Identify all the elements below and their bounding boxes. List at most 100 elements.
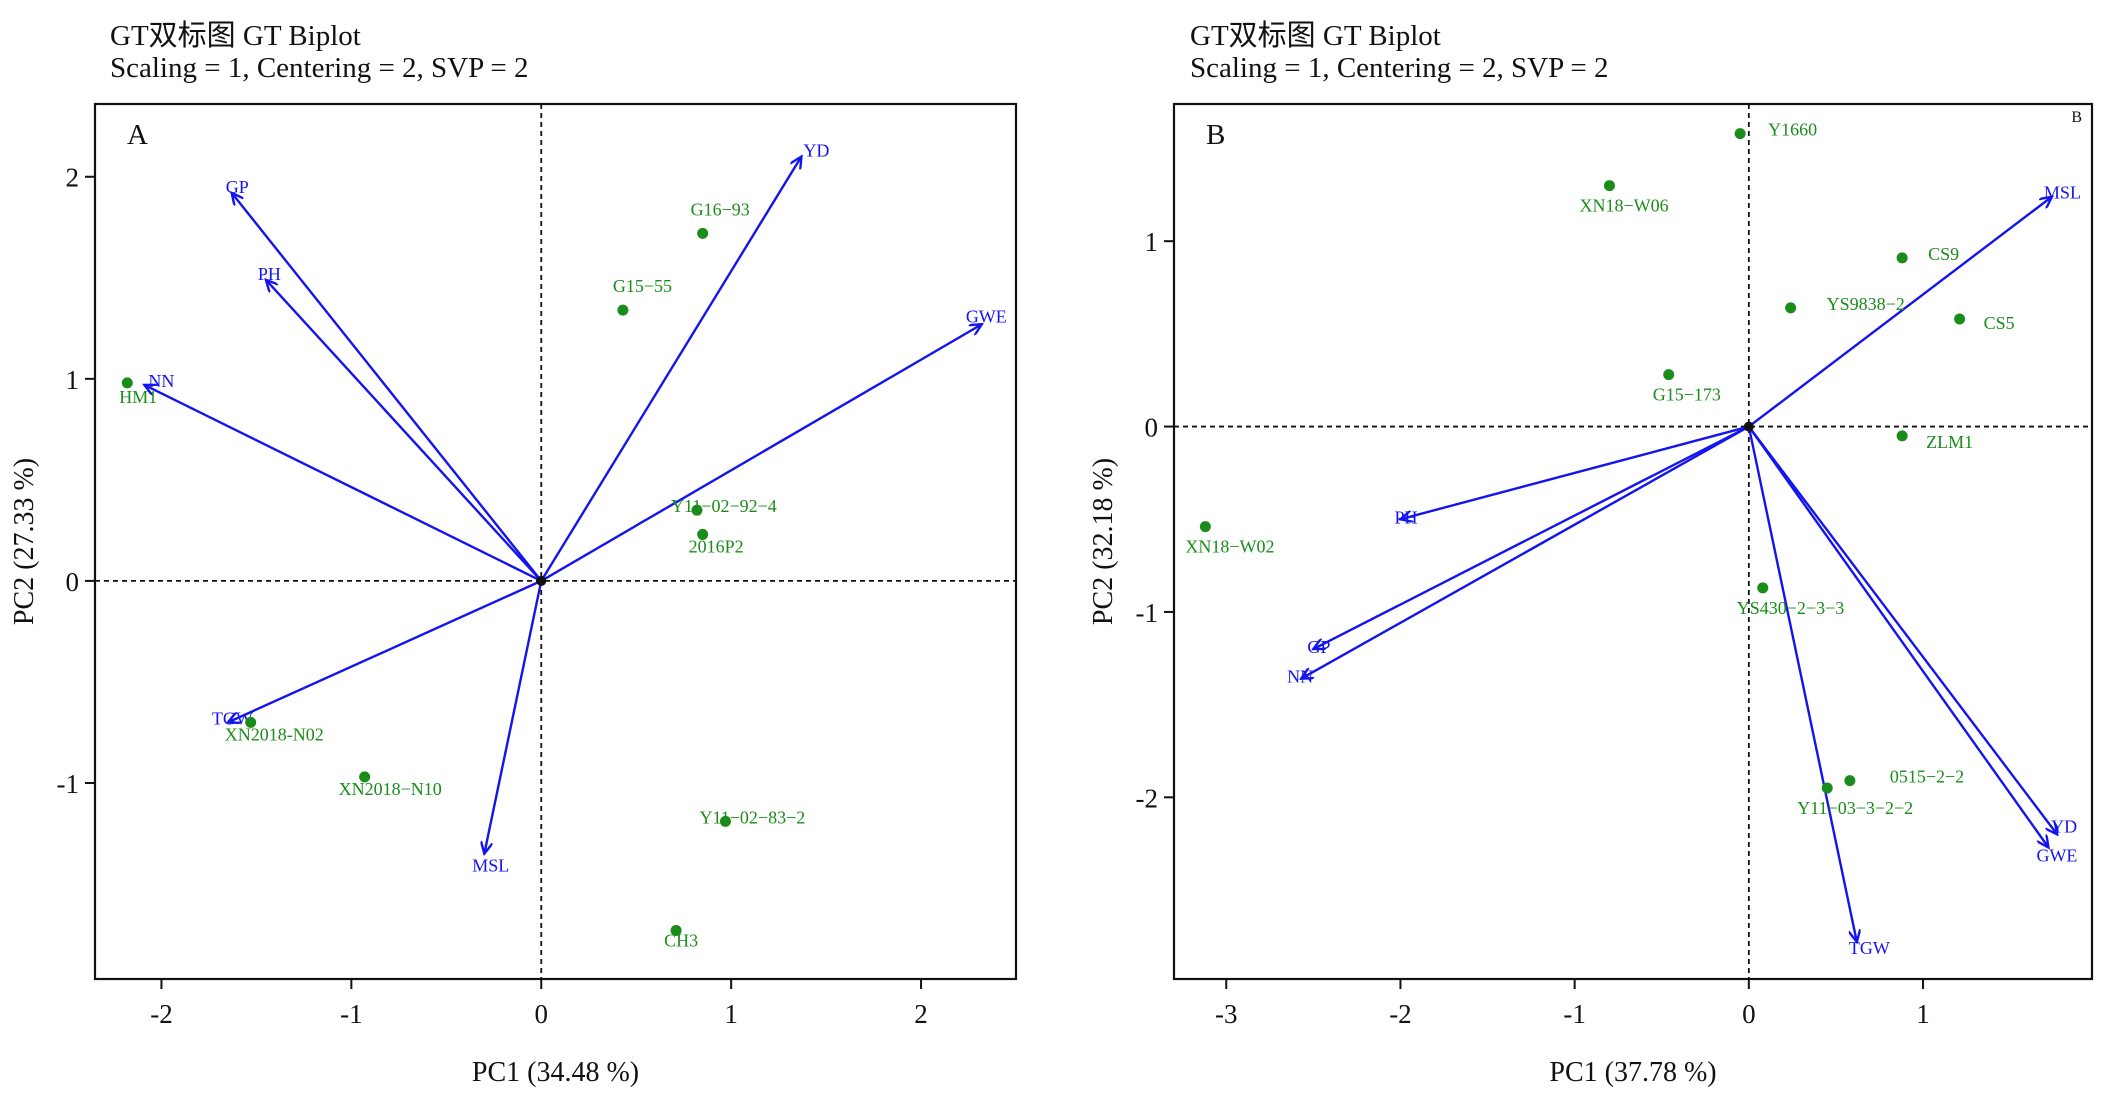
- trait-label: PH: [1394, 507, 1417, 527]
- biplot-panel-a: GT双标图 GT Biplot Scaling = 1, Centering =…: [0, 0, 1050, 1102]
- genotype-label: YS430−2−3−3: [1737, 598, 1844, 618]
- genotype-point: [670, 925, 682, 937]
- trait-vector: [1747, 425, 2049, 848]
- y-tick-label: -1: [57, 769, 80, 799]
- x-tick-label: -3: [1215, 999, 1238, 1029]
- x-tick-label: -1: [1563, 999, 1586, 1029]
- y-tick-label: 0: [66, 567, 80, 597]
- trait-label: GWE: [966, 306, 1007, 326]
- y-tick-label: 1: [66, 365, 80, 395]
- genotype-label: XN2018−N10: [339, 779, 442, 799]
- genotype-point: [359, 771, 371, 783]
- y-tick-label: -1: [1136, 598, 1159, 628]
- trait-vector: [1747, 426, 1857, 942]
- origin-point: [536, 575, 547, 586]
- panel-letter: B: [1206, 119, 1225, 151]
- genotype-point: [1896, 252, 1908, 264]
- genotype-point: [1734, 128, 1746, 140]
- x-tick-label: 1: [1916, 999, 1930, 1029]
- genotype-point: [691, 504, 703, 516]
- trait-vector: [540, 324, 982, 582]
- biplot-panel-b: GT双标图 GT Biplot Scaling = 1, Centering =…: [1056, 0, 2110, 1102]
- x-tick-label: 2: [914, 999, 928, 1029]
- genotype-point: [697, 528, 709, 540]
- trait-label: NN: [1287, 667, 1313, 687]
- biplot-a-svg: -2 -1 0 1 2 -1 0 1 2 PC1 (34.48 %) PC2 (27.33 %) A Y…: [9, 102, 1018, 1088]
- trait-vector: [1313, 425, 1750, 649]
- chart-title: GT双标图 GT Biplot: [1190, 20, 1441, 52]
- genotype-label: CS5: [1984, 313, 2015, 333]
- trait-vector: [484, 580, 543, 854]
- trait-label: MSL: [2044, 183, 2081, 203]
- y-tick-label: -2: [1136, 783, 1159, 813]
- genotype-label: Y1660: [1768, 120, 1817, 140]
- y-tick-label: 0: [1145, 413, 1159, 443]
- genotype-point: [617, 304, 629, 316]
- trait-label: TGW: [212, 708, 253, 728]
- corner-mark: B: [2071, 109, 2082, 126]
- trait-label: NN: [148, 371, 174, 391]
- genotype-point: [719, 815, 731, 827]
- genotype-point: [1757, 582, 1769, 594]
- plot-frame: [1172, 102, 2094, 981]
- biplot-b-svg: -3 -2 -1 0 1 -2 -1 0 1 PC1 (37.78 %) PC2 (32.18 %)…: [1088, 102, 2094, 1088]
- genotype-label: G15−173: [1653, 385, 1721, 405]
- genotype-label: CH3: [664, 931, 698, 951]
- trait-vector: [1301, 425, 1750, 679]
- genotype-label: G15−55: [613, 276, 672, 296]
- genotype-label: Y11−02−92−4: [671, 496, 777, 516]
- genotype-label: 0515−2−2: [1890, 767, 1964, 787]
- x-tick-label: -1: [340, 999, 363, 1029]
- trait-vector: [232, 193, 543, 582]
- genotype-point: [697, 227, 709, 239]
- y-axis-label: PC2 (32.18 %): [1088, 458, 1119, 625]
- genotype-label: CS9: [1928, 244, 1959, 264]
- y-tick-label: 2: [66, 163, 80, 193]
- trait-label: YD: [803, 141, 829, 161]
- genotype-label: XN2018-N02: [225, 724, 324, 744]
- chart-title: GT双标图 GT Biplot: [110, 20, 361, 52]
- trait-vector: [144, 385, 542, 582]
- genotype-label: HM1: [119, 387, 157, 407]
- y-axis-label: PC2 (27.33 %): [9, 458, 40, 625]
- genotype-point: [1954, 313, 1966, 325]
- genotype-point: [1199, 521, 1211, 533]
- origin-point: [1743, 421, 1754, 432]
- genotype-label: ZLM1: [1926, 432, 1973, 452]
- trait-label: TGW: [1849, 938, 1890, 958]
- trait-label: GP: [226, 177, 249, 197]
- trait-label: GWE: [2036, 845, 2077, 865]
- genotype-point: [1663, 369, 1675, 381]
- genotype-label: 2016P2: [689, 536, 744, 556]
- genotype-label: G16−93: [691, 199, 750, 219]
- x-tick-label: -2: [1389, 999, 1412, 1029]
- x-tick-label: 1: [724, 999, 738, 1029]
- y-tick-label: 1: [1145, 227, 1159, 257]
- genotype-point: [1844, 775, 1856, 787]
- genotype-point: [121, 377, 133, 389]
- genotype-label: Y11−03−3−2−2: [1797, 798, 1913, 818]
- genotype-label: YS9838−2: [1827, 294, 1905, 314]
- genotype-point: [245, 716, 257, 728]
- trait-label: YD: [2051, 816, 2077, 836]
- trait-vector: [540, 157, 801, 582]
- trait-vector: [1400, 425, 1750, 520]
- x-tick-label: 0: [1742, 999, 1756, 1029]
- genotype-point: [1896, 430, 1908, 442]
- genotype-label: Y11−02−83−2: [699, 807, 805, 827]
- panel-letter: A: [127, 119, 148, 151]
- genotype-point: [1603, 180, 1615, 192]
- trait-label: GP: [1307, 637, 1330, 657]
- plot-frame: [93, 102, 1018, 981]
- chart-subtitle: Scaling = 1, Centering = 2, SVP = 2: [110, 52, 529, 84]
- trait-vector: [1747, 425, 2057, 835]
- chart-subtitle: Scaling = 1, Centering = 2, SVP = 2: [1190, 52, 1609, 84]
- trait-label: PH: [258, 264, 281, 284]
- trait-vector: [228, 579, 542, 722]
- x-tick-label: 0: [535, 999, 549, 1029]
- x-tick-label: -2: [150, 999, 173, 1029]
- genotype-label: XN18−W06: [1579, 196, 1668, 216]
- x-axis-label: PC1 (37.78 %): [1549, 1057, 1716, 1088]
- trait-vector: [1748, 197, 2052, 428]
- genotype-label: XN18−W02: [1185, 537, 1274, 557]
